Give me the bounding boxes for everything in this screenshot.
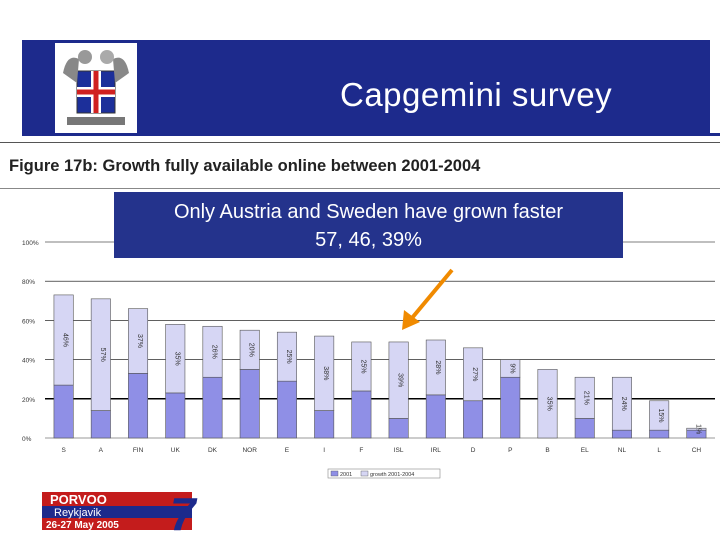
header-rule	[22, 133, 720, 136]
bar-growth	[314, 335, 335, 411]
x-tick-label: FIN	[133, 447, 144, 454]
x-tick-label: L	[657, 447, 661, 454]
x-tick-label: D	[471, 447, 476, 454]
bar-value-label: 9%	[508, 363, 515, 373]
x-tick-label: NOR	[242, 447, 257, 454]
bar-2001	[165, 392, 186, 439]
legend-label-growth: growth 2001-2004	[370, 472, 414, 478]
x-tick-label: ISL	[394, 447, 404, 454]
bar-growth	[649, 400, 670, 431]
x-tick-label: S	[61, 447, 66, 454]
bar-value-label: 28%	[434, 360, 441, 374]
bar-growth	[351, 341, 372, 392]
x-tick-label: I	[323, 447, 325, 454]
bar-value-label: 25%	[285, 350, 292, 364]
bar-growth	[128, 308, 149, 374]
logo-number: 7	[170, 490, 198, 534]
bar-value-label: 24%	[620, 397, 627, 411]
legend-label-2001: 2001	[340, 472, 352, 478]
bar-2001	[649, 429, 670, 439]
bar-2001	[239, 369, 260, 439]
bar-value-label: 39%	[397, 373, 404, 387]
callout-line-2: 57, 46, 39%	[315, 229, 422, 251]
figure-title: Figure 17b: Growth fully available onlin…	[9, 157, 481, 175]
y-tick-label: 0%	[22, 436, 32, 443]
logo-top-text: PORVOO	[50, 492, 107, 507]
x-tick-label: B	[545, 447, 549, 454]
bar-value-label: 38%	[322, 366, 329, 380]
figure-bottom-rule	[0, 188, 720, 189]
y-tick-label: 20%	[22, 397, 35, 404]
bar-growth	[425, 339, 446, 396]
bar-2001	[388, 418, 409, 439]
bar-value-label: 25%	[359, 359, 366, 373]
legend-box	[327, 468, 441, 479]
bar-2001	[425, 394, 446, 439]
bar-value-label: 1%	[694, 424, 701, 434]
bar-value-label: 20%	[248, 343, 255, 357]
y-tick-label: 80%	[22, 279, 35, 286]
slide-title: Capgemini survey	[340, 76, 613, 113]
bar-2001	[463, 400, 484, 439]
logo-middle-text: Reykjavik	[54, 507, 102, 519]
bar-2001	[574, 418, 595, 439]
bar-value-label: 35%	[546, 397, 553, 411]
bar-value-label: 26%	[211, 345, 218, 359]
bar-2001	[202, 376, 223, 439]
bar-2001	[128, 373, 149, 439]
bar-2001	[53, 384, 74, 439]
bar-growth	[53, 294, 74, 386]
bar-2001	[351, 390, 372, 439]
x-tick-label: E	[285, 447, 290, 454]
bar-growth	[537, 369, 558, 439]
bar-growth	[611, 376, 632, 431]
figure-top-rule	[0, 142, 720, 143]
bar-growth	[388, 341, 409, 419]
callout-box: Only Austria and Sweden have grown faste…	[114, 192, 623, 258]
y-tick-label: 40%	[22, 358, 35, 365]
logo-bottom-text: 26-27 May 2005	[46, 520, 119, 531]
bar-growth	[686, 427, 707, 431]
bar-growth	[239, 329, 260, 370]
bar-growth	[165, 324, 186, 394]
x-tick-label: DK	[208, 447, 218, 454]
bar-2001	[314, 410, 335, 439]
bar-growth	[574, 376, 595, 419]
bar-value-label: 57%	[99, 348, 106, 362]
growth-bar-chart: 0% 20% 40% 60% 80% 100% 46% S 57% A 37% FIN 35% UK 26%…	[22, 240, 715, 479]
iceland-coat-of-arms-icon	[55, 43, 137, 133]
legend-swatch-2001	[330, 470, 339, 477]
x-tick-label: A	[99, 447, 104, 454]
bar-2001	[276, 380, 297, 439]
bar-growth	[463, 347, 484, 402]
y-tick-label: 60%	[22, 318, 35, 325]
bar-value-label: 27%	[471, 367, 478, 381]
x-tick-label: IRL	[431, 447, 442, 454]
bar-2001	[611, 429, 632, 439]
bar-growth	[90, 298, 111, 411]
bar-value-label: 15%	[657, 408, 664, 422]
bar-value-label: 21%	[583, 391, 590, 405]
x-tick-label: CH	[692, 447, 702, 454]
legend-swatch-growth	[360, 470, 369, 477]
x-tick-label: F	[359, 447, 363, 454]
bar-value-label: 46%	[62, 333, 69, 347]
x-tick-label: P	[508, 447, 512, 454]
bar-2001	[500, 376, 521, 439]
x-tick-label: UK	[171, 447, 181, 454]
y-tick-label: 100%	[22, 240, 39, 247]
bar-value-label: 37%	[136, 334, 143, 348]
bar-value-label: 35%	[173, 352, 180, 366]
bar-growth	[276, 331, 297, 382]
callout-line-1: Only Austria and Sweden have grown faste…	[173, 201, 564, 223]
bar-growth	[500, 359, 521, 378]
x-tick-label: EL	[581, 447, 589, 454]
x-tick-label: NL	[618, 447, 627, 454]
bar-growth	[202, 325, 223, 378]
bar-2001	[90, 410, 111, 439]
porvoo-logo: PORVOO Reykjavik 26-27 May 2005 7	[38, 488, 208, 540]
